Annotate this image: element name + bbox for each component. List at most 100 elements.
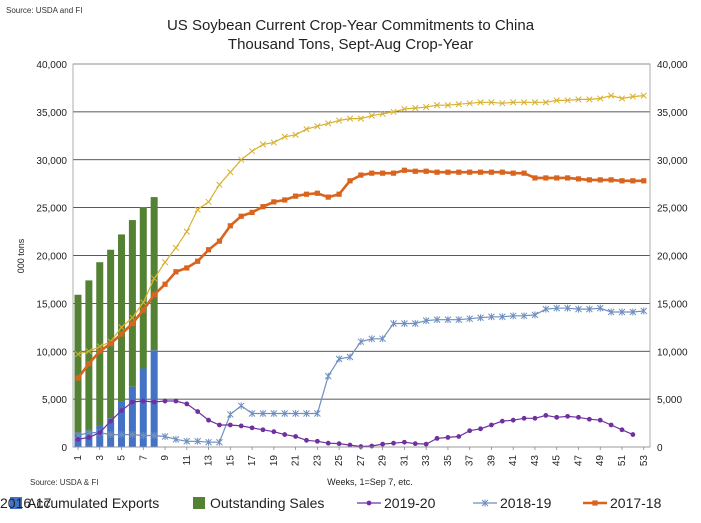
- bar-outstanding-sales: [107, 249, 115, 419]
- point-201819: [129, 431, 136, 439]
- bar-outstanding-sales: [96, 262, 104, 426]
- legend-marker-2018-19: [481, 499, 489, 507]
- point-201617: [531, 99, 539, 106]
- line-201920: [77, 400, 634, 448]
- point-201920: [130, 399, 135, 405]
- point-201819: [379, 335, 386, 343]
- legend-marker-2019-20: [366, 500, 372, 506]
- point-201617: [520, 99, 528, 106]
- point-201617: [455, 101, 462, 108]
- point-201617: [586, 96, 593, 103]
- chart-title: US Soybean Current Crop-Year Commitments…: [166, 17, 535, 34]
- point-201718: [532, 175, 538, 181]
- point-201617: [183, 228, 190, 235]
- bar-outstanding-sales: [139, 207, 147, 369]
- point-201617: [553, 97, 560, 104]
- x-tick-label: 5: [117, 455, 128, 461]
- x-tick-label: 39: [486, 455, 497, 467]
- point-201617: [96, 343, 103, 350]
- point-201617: [368, 112, 375, 119]
- point-201920: [543, 413, 549, 418]
- axes: 0 0 5,000 5,000 10,000 10,000 15,000 15,000 20,0…: [16, 60, 688, 487]
- point-201920: [184, 401, 190, 407]
- point-201718: [401, 167, 407, 173]
- x-tick-label: 35: [443, 455, 454, 467]
- point-201819: [520, 312, 528, 320]
- point-201920: [489, 422, 494, 428]
- y-tick-label-left: 15,000: [36, 299, 67, 310]
- point-201718: [390, 170, 397, 176]
- line-201617: [77, 94, 644, 355]
- y-tick-label-left: 20,000: [36, 252, 67, 263]
- point-201617: [74, 350, 82, 358]
- y-axis-title: 000 tons: [16, 238, 26, 273]
- point-201718: [75, 375, 81, 381]
- point-201617: [270, 139, 277, 146]
- point-201718: [293, 193, 299, 199]
- y-tick-label-right: 35,000: [657, 108, 688, 119]
- point-201920: [271, 429, 277, 435]
- x-tick-label: 27: [356, 455, 367, 467]
- point-201920: [97, 430, 103, 436]
- point-201819: [444, 316, 452, 324]
- point-201718: [162, 281, 168, 287]
- point-201718: [521, 170, 527, 176]
- point-201617: [281, 133, 288, 140]
- point-201617: [85, 348, 93, 355]
- point-201819: [553, 304, 561, 312]
- point-201819: [139, 432, 147, 440]
- point-201718: [260, 204, 266, 210]
- point-201617: [314, 123, 321, 130]
- x-tick-label: 31: [399, 455, 410, 467]
- bar-accumulated-exports: [128, 386, 136, 447]
- point-201819: [303, 409, 310, 417]
- point-201718: [238, 213, 244, 219]
- point-201920: [108, 418, 114, 424]
- point-201718: [467, 169, 473, 175]
- point-201718: [140, 307, 146, 313]
- x-tick-label: 37: [465, 455, 476, 467]
- point-201920: [227, 422, 233, 428]
- point-201819: [542, 305, 550, 313]
- point-201920: [347, 442, 353, 448]
- x-tick-label: 25: [334, 455, 345, 467]
- point-201920: [434, 435, 440, 441]
- x-tick-label: 9: [160, 455, 171, 461]
- bar-outstanding-sales: [150, 197, 158, 351]
- point-201819: [205, 438, 212, 446]
- x-tick-label: 19: [269, 455, 280, 467]
- point-201819: [172, 435, 180, 443]
- point-201920: [162, 398, 168, 404]
- point-201718: [97, 348, 103, 354]
- x-tick-label: 7: [138, 455, 149, 461]
- x-tick-label: 53: [639, 455, 650, 467]
- x-tick-label: 51: [617, 455, 628, 467]
- y-tick-label-right: 20,000: [657, 252, 688, 263]
- point-201819: [477, 314, 484, 322]
- point-201920: [456, 434, 462, 439]
- point-201920: [380, 441, 386, 447]
- point-201819: [531, 311, 539, 319]
- point-201617: [423, 103, 430, 111]
- point-201718: [608, 177, 614, 183]
- y-tick-label-right: 5,000: [657, 395, 682, 406]
- point-201819: [292, 409, 299, 417]
- point-201819: [357, 338, 365, 346]
- point-201718: [184, 265, 190, 271]
- point-201819: [433, 316, 441, 324]
- bar-outstanding-sales: [85, 280, 93, 432]
- point-201819: [629, 308, 637, 316]
- point-201819: [194, 437, 202, 445]
- x-tick-label: 29: [378, 455, 389, 467]
- point-201718: [108, 340, 114, 347]
- point-201920: [206, 417, 211, 423]
- y-tick-label-right: 30,000: [657, 156, 688, 167]
- point-201920: [195, 409, 201, 414]
- point-201718: [445, 169, 451, 175]
- y-tick-label-left: 40,000: [36, 60, 67, 71]
- point-201819: [422, 317, 430, 325]
- point-201718: [151, 292, 157, 298]
- point-201718: [412, 168, 418, 174]
- point-201920: [75, 436, 81, 442]
- bar-outstanding-sales: [128, 220, 136, 387]
